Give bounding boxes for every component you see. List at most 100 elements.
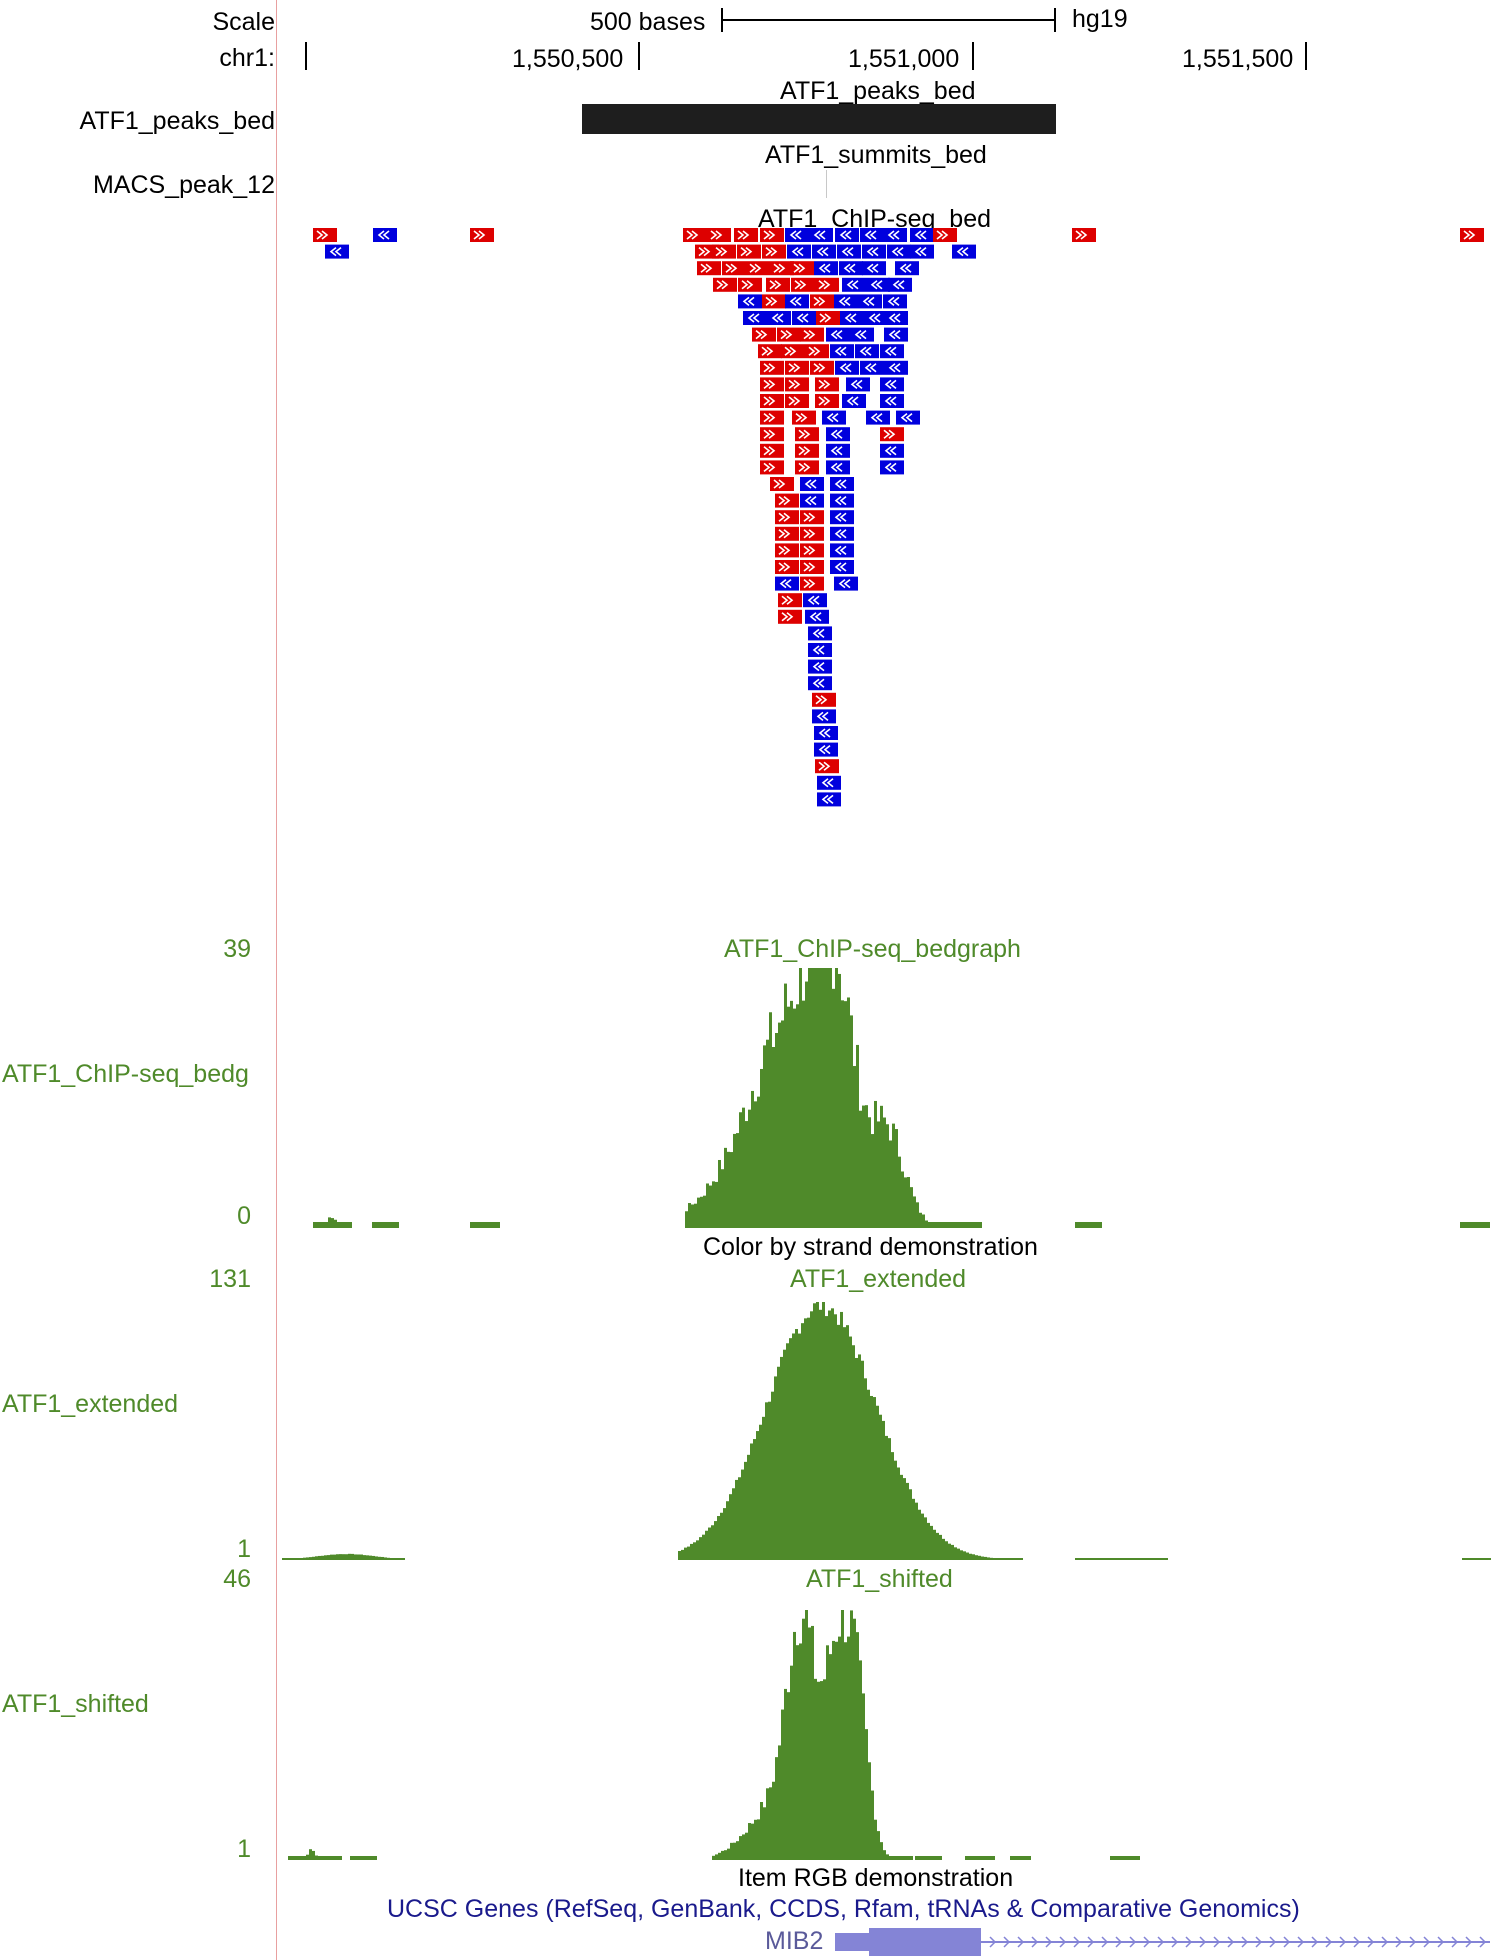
chevron-right-icon (1213, 1936, 1221, 1948)
chevron-right-icon (761, 346, 774, 356)
reverse-read (860, 228, 884, 242)
chevron-right-icon (763, 363, 776, 373)
forward-read (775, 543, 799, 558)
reverse-read (880, 377, 904, 392)
chevron-left-icon (838, 578, 851, 589)
chevron-right-icon (1003, 1936, 1011, 1948)
extended-ymax: 131 (209, 1265, 251, 1293)
chevron-right-icon (795, 412, 808, 423)
chevron-right-icon (1311, 1936, 1319, 1948)
chevron-left-icon (830, 462, 843, 473)
extended-ymin: 1 (237, 1535, 251, 1563)
reverse-read (883, 294, 907, 309)
forward-read (812, 692, 836, 707)
chevron-right-icon (784, 346, 797, 356)
assembly-label: hg19 (1072, 5, 1128, 33)
chevron-left-icon (821, 778, 834, 788)
forward-read (760, 377, 784, 392)
reverse-read (775, 576, 799, 591)
chevron-left-icon (804, 479, 817, 489)
chevron-left-icon (816, 711, 829, 722)
reverse-read (839, 261, 863, 276)
reverse-read (883, 228, 907, 242)
chevron-left-icon (891, 246, 904, 257)
gene-exon (869, 1928, 981, 1956)
reverse-read (830, 510, 854, 525)
chevron-right-icon (1115, 1936, 1123, 1948)
reverse-read (826, 427, 850, 442)
chevron-right-icon (1339, 1936, 1347, 1948)
reverse-read (325, 244, 349, 259)
reverse-read (840, 311, 864, 325)
chevron-left-icon (830, 446, 843, 456)
reverse-read (884, 360, 908, 375)
chevron-left-icon (818, 263, 831, 273)
chevron-right-icon (1031, 1936, 1039, 1948)
extended-plot (282, 1302, 1491, 1560)
bedgraph-track-label[interactable]: ATF1_ChIP-seq_bedg (2, 1060, 249, 1088)
chevron-left-icon (866, 246, 879, 257)
peak-region[interactable] (582, 104, 1056, 134)
chevron-right-icon (819, 313, 832, 323)
shifted-ymax: 46 (223, 1565, 251, 1593)
forward-read (815, 377, 839, 392)
chevron-left-icon (742, 296, 755, 307)
chevron-right-icon (763, 429, 776, 439)
forward-read (775, 526, 799, 541)
chevron-left-icon (804, 495, 817, 506)
chevron-right-icon (778, 495, 791, 506)
chevron-right-icon (763, 230, 776, 240)
chevron-right-icon (763, 446, 776, 456)
reverse-read (880, 394, 904, 408)
reverse-read (787, 244, 811, 259)
shifted-plot (288, 1610, 1140, 1860)
chevron-left-icon (870, 280, 883, 290)
extended-track-label[interactable]: ATF1_extended (2, 1390, 179, 1418)
forward-read (738, 277, 762, 292)
reverse-read (830, 477, 854, 491)
chevron-right-icon (781, 612, 794, 622)
reverse-read (822, 410, 846, 425)
reverse-read (830, 344, 854, 359)
reverse-read (850, 327, 874, 342)
reverse-read (785, 228, 809, 242)
chevron-right-icon (1353, 1936, 1361, 1948)
chevron-right-icon (798, 446, 811, 456)
peaks-track-label[interactable]: ATF1_peaks_bed (79, 107, 276, 135)
chevron-left-icon (864, 363, 877, 373)
signal-bars (313, 968, 1490, 1228)
chevron-left-icon (812, 645, 825, 655)
reverse-read (808, 643, 832, 657)
forward-read (778, 593, 802, 608)
summit-item-label[interactable]: MACS_peak_12 (92, 171, 275, 199)
reverse-read (808, 659, 832, 674)
chevron-right-icon (1143, 1936, 1151, 1948)
forward-read (758, 344, 782, 359)
reverse-read (866, 277, 890, 292)
chevron-left-icon (841, 246, 854, 257)
forward-read (760, 410, 784, 425)
chevron-left-icon (914, 230, 927, 240)
chevron-left-icon (868, 313, 881, 323)
forward-read (760, 360, 784, 375)
chevron-right-icon (1073, 1936, 1081, 1948)
chevron-right-icon (808, 346, 821, 356)
reverse-read (817, 792, 841, 807)
shifted-track-label[interactable]: ATF1_shifted (2, 1690, 149, 1718)
reverse-read (837, 244, 861, 259)
chevron-left-icon (888, 313, 901, 323)
chevron-right-icon (686, 230, 699, 240)
chevron-left-icon (377, 230, 390, 240)
chevron-right-icon (803, 329, 816, 340)
chevron-right-icon (473, 230, 486, 240)
chevron-right-icon (798, 429, 811, 439)
chevron-right-icon (781, 595, 794, 605)
gene-model[interactable] (0, 1920, 1491, 1960)
chevron-left-icon (854, 329, 867, 340)
reverse-read (855, 344, 879, 359)
gene-name-label[interactable]: MIB2 (765, 1927, 824, 1955)
forward-read (785, 360, 809, 375)
chevron-left-icon (816, 246, 829, 257)
reverse-read (743, 311, 767, 325)
summit-mark[interactable] (826, 170, 827, 198)
